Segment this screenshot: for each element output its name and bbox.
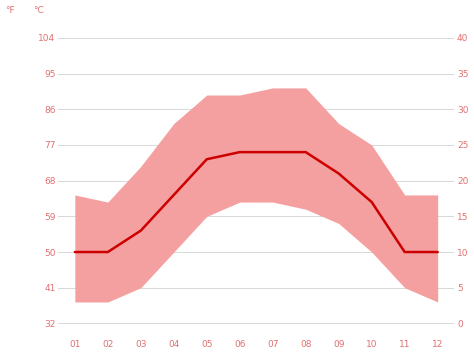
Text: °F: °F	[6, 6, 15, 15]
Text: °C: °C	[33, 6, 44, 15]
